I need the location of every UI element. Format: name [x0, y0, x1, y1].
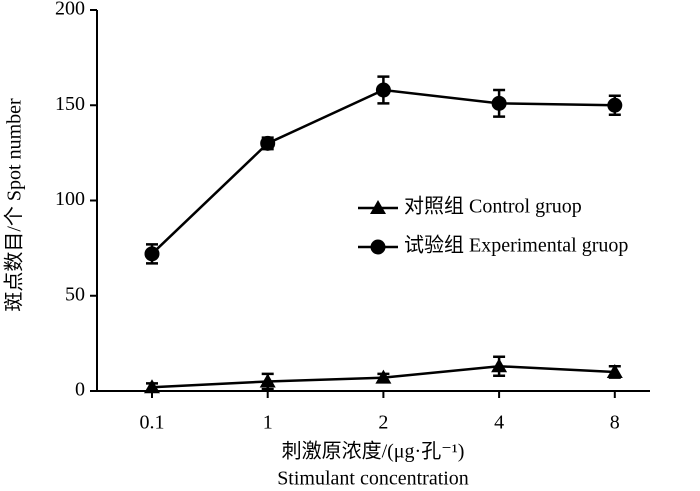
series-line — [151, 88, 615, 255]
marker — [260, 135, 276, 151]
x-tick-label: 1 — [263, 412, 273, 434]
marker — [144, 246, 160, 262]
x-tick-label: 0.1 — [140, 412, 165, 434]
marker — [370, 200, 386, 214]
y-axis-label: 斑点数目/个 Spot number — [3, 98, 26, 312]
marker — [375, 82, 391, 98]
x-tick-label: 4 — [494, 412, 504, 434]
marker — [375, 369, 392, 384]
x-tick-label: 2 — [378, 412, 388, 434]
marker — [144, 379, 160, 394]
marker — [491, 95, 507, 111]
y-tick-label: 0 — [75, 379, 85, 401]
marker — [491, 358, 508, 373]
legend-label: 试验组 Experimental gruop — [404, 234, 628, 257]
x-tick-label: 8 — [610, 412, 620, 434]
y-tick-label: 150 — [55, 93, 85, 115]
y-tick-label: 100 — [55, 188, 85, 210]
marker — [606, 363, 623, 378]
y-tick-label: 200 — [55, 0, 85, 20]
x-axis-label: Stimulant concentration — [277, 468, 469, 490]
legend-label: 对照组 Control gruop — [404, 195, 582, 218]
x-axis-label: 刺激原浓度/(μg·孔⁻¹) — [282, 440, 465, 463]
marker — [259, 373, 276, 388]
marker — [607, 97, 623, 113]
marker — [370, 239, 386, 255]
y-tick-label: 50 — [65, 283, 85, 305]
